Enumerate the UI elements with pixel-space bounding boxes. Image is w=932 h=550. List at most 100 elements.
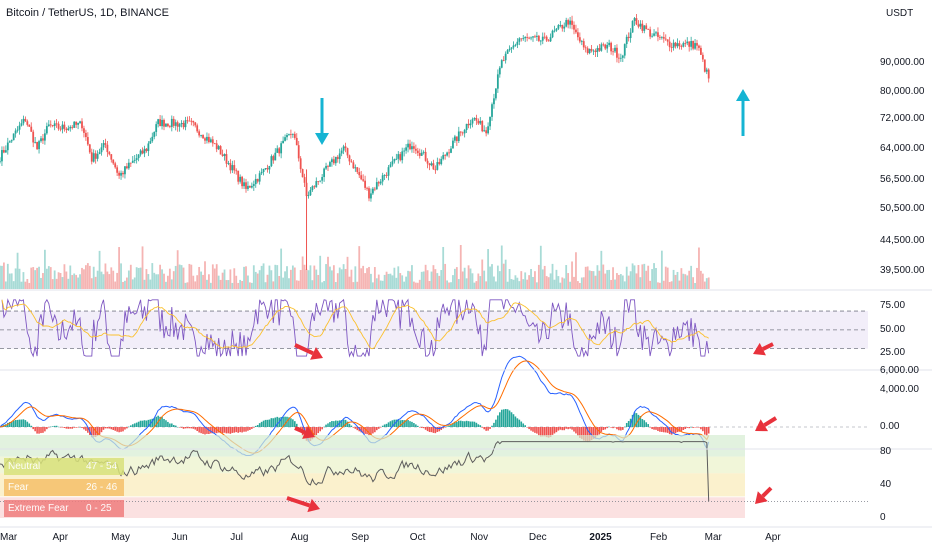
candle-body	[440, 158, 443, 165]
candle-body	[454, 136, 456, 141]
candle-body	[12, 133, 15, 141]
candle-body	[461, 132, 464, 134]
arrow-head	[310, 347, 323, 360]
macd-histogram-bar	[112, 427, 115, 431]
volume-bar	[510, 279, 513, 289]
macd-histogram-bar	[126, 427, 128, 429]
volume-bar	[114, 281, 117, 289]
arrow-head	[755, 419, 769, 432]
volume-bar	[463, 267, 466, 289]
candle-body	[190, 120, 193, 122]
price-tick-label: 90,000.00	[880, 56, 925, 68]
time-tick-label: 2025	[589, 532, 612, 543]
volume-bar	[155, 274, 158, 289]
macd-histogram-bar	[696, 427, 698, 428]
volume-bar	[578, 282, 581, 289]
volume-bar	[256, 273, 259, 289]
candle-body	[188, 120, 191, 122]
candle-body	[467, 123, 470, 126]
candle-body	[590, 48, 593, 51]
volume-bar	[143, 279, 146, 289]
macd-histogram-bar	[383, 424, 386, 427]
volume-bar	[436, 273, 439, 289]
volume-bar	[526, 279, 529, 289]
macd-histogram-bar	[516, 418, 519, 427]
candle-body	[250, 185, 253, 188]
time-tick-label: May	[111, 532, 130, 543]
macd-histogram-bar	[354, 427, 357, 429]
volume-bar	[65, 271, 68, 289]
candle-body	[53, 123, 56, 127]
candle-body	[604, 44, 607, 49]
macd-histogram-bar	[151, 418, 154, 427]
candle-body	[184, 120, 187, 128]
volume-bar	[122, 281, 124, 289]
volume-bar	[489, 266, 491, 289]
macd-histogram-bar	[541, 427, 544, 437]
candle-body	[424, 151, 427, 161]
macd-histogram-bar	[118, 427, 120, 433]
volume-bar	[352, 282, 355, 289]
macd-histogram-bar	[139, 420, 142, 427]
macd-histogram-bar	[670, 427, 673, 435]
candle-body	[500, 60, 503, 68]
macd-histogram-bar	[520, 421, 523, 427]
candle-body	[112, 159, 115, 164]
volume-bar	[518, 281, 521, 289]
arrow-shaft	[761, 342, 774, 351]
macd-histogram-bar	[602, 427, 605, 430]
candle-body	[370, 193, 372, 199]
volume-bar	[133, 277, 136, 289]
macd-histogram-bar	[55, 425, 58, 427]
macd-histogram-bar	[217, 427, 220, 433]
candle-body	[215, 143, 218, 150]
volume-bar	[192, 275, 195, 289]
volume-bar	[342, 264, 345, 289]
candle-body	[485, 130, 488, 134]
macd-histogram-bar	[40, 427, 42, 434]
volume-bar	[258, 270, 261, 289]
candle-body	[219, 146, 222, 155]
volume-bar	[600, 250, 603, 289]
macd-histogram-bar	[629, 418, 632, 427]
candle-body	[625, 36, 628, 45]
volume-bar	[557, 276, 560, 289]
candle-body	[71, 126, 74, 128]
candle-body	[291, 133, 294, 135]
red-arrow-icon	[286, 496, 320, 513]
volume-bar	[225, 280, 228, 289]
candle-body	[235, 170, 238, 172]
candle-body	[580, 41, 583, 42]
volume-bar	[309, 265, 312, 289]
macd-histogram-bar	[702, 427, 704, 432]
volume-bar	[348, 276, 351, 289]
legend-row: Neutral 47 - 54	[4, 458, 124, 475]
candle-body	[85, 132, 87, 138]
macd-histogram-bar	[108, 427, 111, 429]
volume-bar	[475, 281, 478, 289]
volume-bar	[69, 265, 72, 289]
candle-body	[555, 28, 558, 31]
candle-body	[192, 120, 195, 123]
macd-histogram-bar	[663, 427, 665, 433]
macd-histogram-bar	[579, 427, 581, 438]
volume-bar	[633, 265, 636, 289]
volume-bar	[198, 266, 201, 289]
candle-body	[172, 118, 175, 126]
macd-histogram-bar	[143, 420, 146, 427]
macd-histogram-bar	[372, 427, 374, 434]
candle-body	[637, 24, 640, 27]
volume-bar	[12, 281, 15, 289]
volume-bar	[678, 280, 681, 289]
candle-body	[122, 172, 124, 175]
candle-body	[631, 20, 634, 33]
candle-body	[534, 36, 536, 38]
candle-body	[81, 121, 83, 129]
candle-body	[703, 59, 706, 72]
volume-bar	[280, 248, 283, 289]
volume-bar	[262, 263, 265, 289]
volume-bar	[399, 273, 402, 289]
volume-bar	[159, 264, 161, 289]
candle-body	[653, 33, 655, 36]
